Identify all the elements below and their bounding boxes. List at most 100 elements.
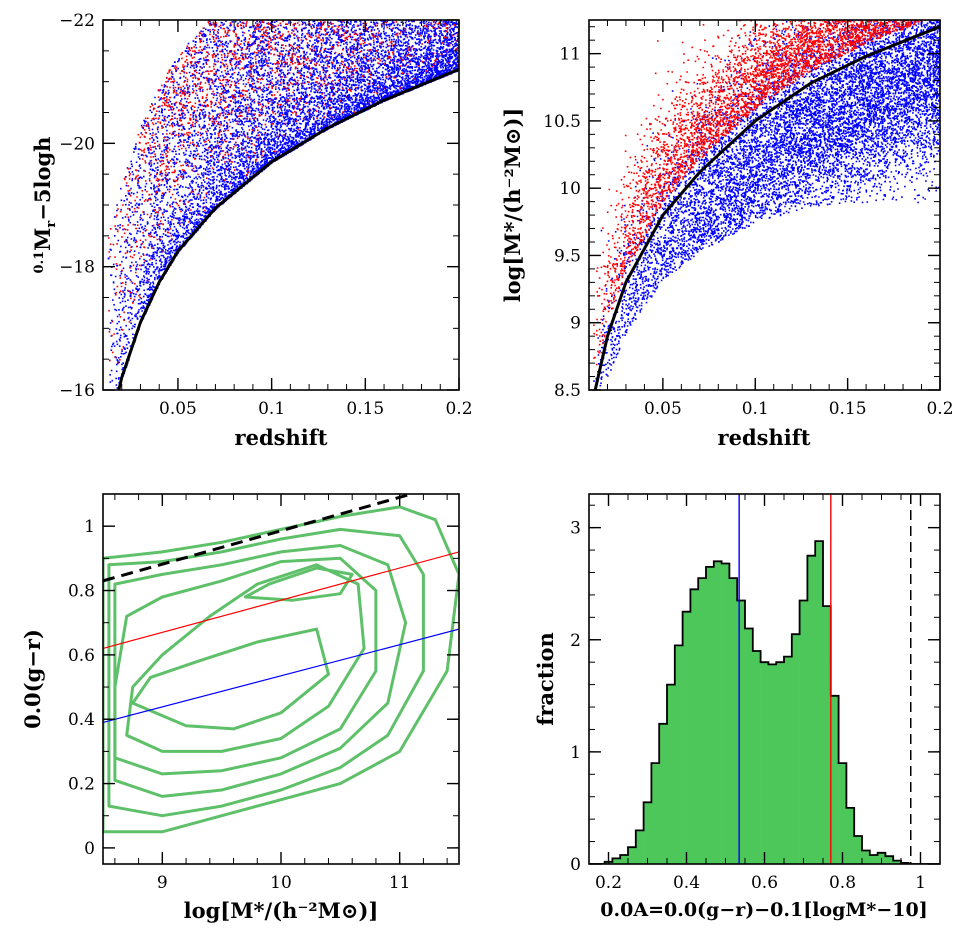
p3-contour-level-1 — [103, 505, 459, 834]
p1-ticks-ytick-label: −22 — [59, 11, 95, 31]
p2-ticks-ytick-label: 9.5 — [554, 246, 581, 266]
p4-hist-bar — [713, 561, 722, 864]
p1-red-points — [107, 20, 459, 364]
p4-hist-outline — [589, 540, 940, 864]
p4-vlines — [738, 494, 912, 864]
p3-ticks-ytick-label: 0.6 — [68, 646, 95, 666]
panel-stellarmass-vs-redshift: 0.05 0.1 0.15 0.2 8.5 9 9.5 10 10.5 11 redshift l… — [500, 19, 954, 450]
p3-ticks-xtick-label: 10 — [270, 873, 292, 893]
p2-ticks-ytick-label: 9 — [570, 314, 581, 334]
p1-ylabel-sub: r — [44, 221, 59, 228]
p4-hist-bar — [768, 664, 777, 864]
p2-xlabel: redshift — [718, 425, 811, 450]
p2-ticks-ytick-label: 11 — [559, 45, 581, 65]
p1-ylabel: 0.1Mr−5logh — [30, 137, 59, 274]
p1-blue-points-dense — [108, 20, 459, 390]
p3-ylabel: 0.0(g−r) — [20, 629, 45, 729]
p3-line-blue-cloud — [103, 628, 459, 724]
p3-ticks-ytick-label: 0.8 — [68, 582, 95, 602]
p4-hist-bar — [635, 830, 644, 864]
p3-contour-level-5 — [125, 563, 366, 753]
p1-ticks-xtick-label: 0.2 — [445, 399, 472, 419]
p4-hist-bar — [776, 662, 785, 864]
p4-ticks-xtick-label: 1 — [915, 873, 926, 893]
p2-mass-limit-curve — [593, 25, 940, 390]
p2-ticks: 0.05 0.1 0.15 0.2 8.5 9 9.5 10 10.5 11 — [543, 20, 954, 419]
p4-hist-bar — [830, 695, 839, 864]
p1-xlabel: redshift — [235, 425, 328, 450]
p4-ticks-xtick-label: 0.8 — [829, 873, 856, 893]
p2-ticks-ytick-label: 10 — [559, 179, 581, 199]
p4-ticks-ytick-label: 0 — [570, 855, 581, 875]
p3-lines — [103, 494, 459, 724]
p4-ticks-ytick-label: 3 — [570, 519, 581, 539]
p4-ticks-xtick-label: 0.4 — [673, 873, 700, 893]
p4-hist-bar — [651, 763, 660, 864]
p1-ticks-xtick-label: 0.05 — [159, 399, 197, 419]
p4-hist-bar — [885, 856, 894, 864]
p4-hist-bar — [620, 855, 629, 864]
p3-ticks-ytick-label: 0.4 — [68, 710, 95, 730]
p4-hist-bar — [815, 541, 824, 864]
panel-absmag-vs-redshift: 0.05 0.1 0.15 0.2−22−20−18−16 redshift 0.1M… — [30, 11, 473, 450]
p4-hist-bar — [862, 850, 871, 864]
p4-hist-bar — [682, 611, 691, 864]
p3-axes-frame — [102, 493, 460, 865]
p4-hist-bar — [760, 662, 769, 864]
panel-fraction-histogram: 0.2 0.4 0.6 0.8 1 0 1 2 3 0.0A=0.0(g−r)−0.1[logM… — [533, 493, 941, 921]
p2-ticks-ytick-label: 8.5 — [554, 381, 581, 401]
p4-hist-bar — [674, 645, 683, 864]
p2-ticks-xtick-label: 0.1 — [742, 399, 769, 419]
p3-contour-level-4 — [113, 556, 378, 776]
p4-hist-bar — [698, 578, 707, 864]
p2-ticks-xtick-label: 0.15 — [829, 399, 867, 419]
p4-ticks-xtick-label: 0.2 — [595, 873, 622, 893]
p2-ticks-xtick-label: 0.2 — [926, 399, 953, 419]
p4-hist-bar — [612, 858, 621, 864]
p1-ticks-ytick-label: −18 — [59, 258, 95, 278]
p4-hist-bar — [791, 634, 800, 864]
p4-hist-bar — [869, 855, 878, 864]
p1-ticks-ytick-label: −16 — [59, 381, 95, 401]
p1-flux-limit-curve — [117, 67, 459, 390]
p4-hist-bar — [854, 835, 863, 864]
p4-hist-bar — [893, 860, 902, 864]
p2-red-points — [593, 20, 928, 366]
p4-ticks: 0.2 0.4 0.6 0.8 1 0 1 2 3 — [570, 494, 940, 893]
p4-hist-bar — [706, 566, 715, 864]
p2-blue-points — [593, 20, 940, 390]
p3-line-red-sequence — [103, 551, 459, 650]
p4-hist-bar — [628, 847, 637, 864]
p4-hist-bar — [784, 656, 793, 864]
p4-xlabel: 0.0A=0.0(g−r)−0.1[logM*−10] — [600, 899, 927, 921]
p4-hist-bar — [721, 563, 730, 864]
p2-ticks-xtick-label: 0.05 — [644, 399, 682, 419]
p4-hist-bar — [752, 650, 761, 864]
p3-line-upper-limit — [103, 494, 412, 583]
p3-ticks-xtick-label: 9 — [157, 873, 168, 893]
p1-ylabel-main: M — [30, 228, 55, 251]
p2-scatter-points — [593, 20, 940, 390]
p1-scatter-points — [107, 20, 459, 390]
p4-ticks-xtick-label: 0.6 — [751, 873, 778, 893]
p4-hist-bar — [745, 628, 754, 864]
p1-ticks-ytick-label: −20 — [59, 134, 95, 154]
p2-ticks-ytick-label: 10.5 — [543, 112, 581, 132]
p2-ylabel: log[M*/(h⁻²M⊙)] — [500, 108, 525, 303]
p3-contour-level-7 — [243, 566, 354, 602]
p4-hist-bar — [690, 589, 699, 864]
p3-ticks: 9 10 11 0 0.2 0.4 0.6 0.8 1 — [68, 493, 459, 893]
p4-ylabel: fraction — [533, 632, 558, 725]
p3-ticks-ytick-label: 0.2 — [68, 775, 95, 795]
p4-hist-bar — [737, 600, 746, 864]
p4-hist-bar — [838, 763, 847, 864]
p3-ticks-ytick-label: 0 — [84, 839, 95, 859]
p3-contour-level-3 — [113, 544, 408, 798]
p4-hist-bar — [799, 600, 808, 864]
panel-color-vs-mass-contours: 9 10 11 0 0.2 0.4 0.6 0.8 1 log[M*/(h⁻²M⊙)] 0.0(… — [20, 493, 460, 923]
p4-hist-bar — [846, 807, 855, 864]
p4-hist-bar — [643, 802, 652, 864]
svg-text:0.1Mr−5logh: 0.1Mr−5logh — [30, 137, 59, 274]
p4-ticks-ytick-label: 2 — [570, 631, 581, 651]
